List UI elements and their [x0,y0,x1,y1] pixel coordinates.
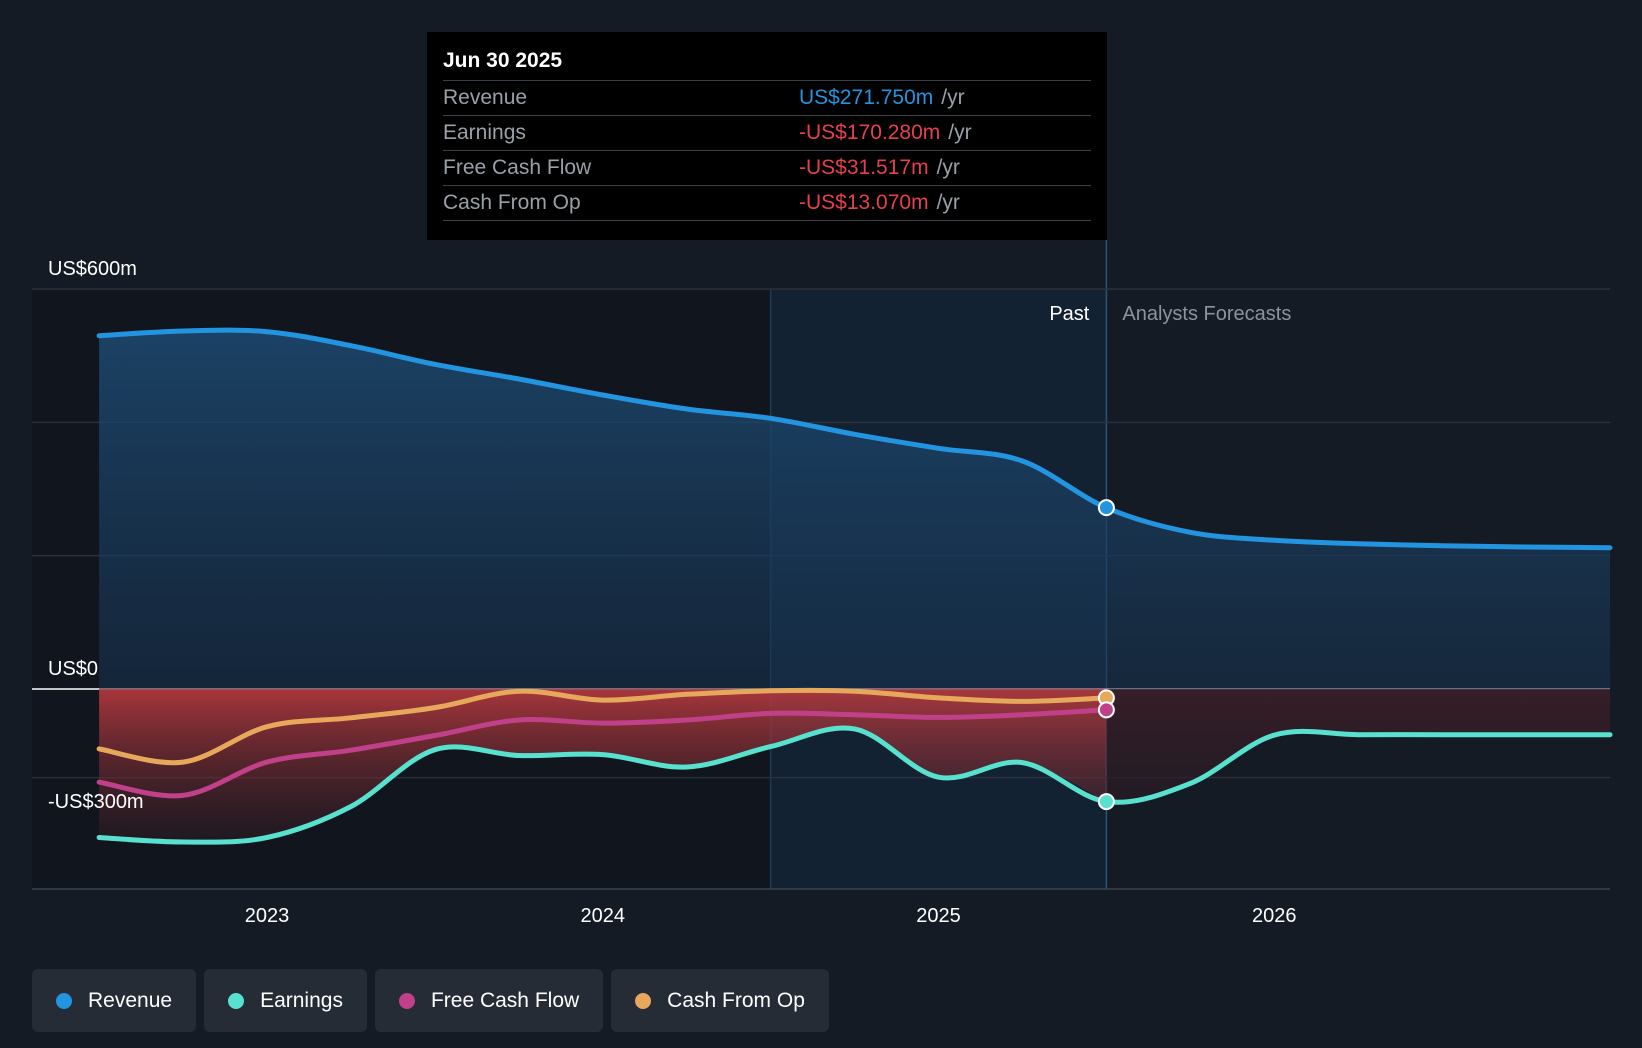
legend-item-free-cash-flow[interactable]: Free Cash Flow [374,969,604,1032]
legend-label: Earnings [260,988,343,1012]
chart-legend: Revenue Earnings Free Cash Flow Cash Fro… [32,969,829,1032]
tooltip-unit: /yr [936,156,960,179]
tooltip-value: -US$170.280m [799,121,941,144]
revenue-area [99,330,1611,689]
tooltip-unit: /yr [936,191,960,214]
legend-item-cash-from-op[interactable]: Cash From Op [611,969,829,1032]
x-tick-label: 2025 [916,905,961,927]
y-tick-label: US$600m [48,258,137,280]
earnings-area-forecast [1106,689,1610,802]
hover-tooltip: Jun 30 2025 Revenue US$271.750m /yr Earn… [427,32,1107,240]
tooltip-row-earnings: Earnings -US$170.280m /yr [443,115,1091,150]
tooltip-value: US$271.750m [799,86,934,109]
cash-from-op-line [96,687,1109,766]
tooltip-label: Free Cash Flow [443,156,592,179]
free-cash-flow-marker [1097,701,1115,719]
legend-label: Revenue [88,988,173,1012]
tooltip-label: Cash From Op [443,191,581,214]
y-tick-label: US$0 [48,658,98,680]
earnings-line [96,725,1613,845]
past-label: Past [1049,303,1089,325]
tooltip-value: -US$31.517m [799,156,929,179]
tooltip-label: Revenue [443,86,528,109]
earnings-marker [1097,793,1115,811]
y-tick-label: -US$300m [48,791,144,813]
legend-dot-icon [56,992,72,1009]
revenue-line [96,327,1613,551]
tooltip-row-cash-from-op: Cash From Op -US$13.070m /yr [443,185,1091,221]
revenue-marker [1097,499,1115,517]
x-tick-label: 2024 [581,905,626,927]
legend-label: Free Cash Flow [430,988,580,1012]
legend-dot-icon [228,992,245,1009]
legend-dot-icon [635,992,652,1009]
tooltip-date: Jun 30 2025 [443,49,563,72]
legend-dot-icon [398,992,415,1009]
free-cash-flow-line [96,707,1109,799]
x-tick-label: 2023 [245,905,290,927]
x-tick-label: 2026 [1252,905,1297,927]
tooltip-row-revenue: Revenue US$271.750m /yr [443,80,1091,115]
legend-item-revenue[interactable]: Revenue [32,969,197,1032]
legend-item-earnings[interactable]: Earnings [204,969,367,1032]
forecast-label: Analysts Forecasts [1122,303,1291,325]
tooltip-value: -US$13.070m [799,191,929,214]
tooltip-unit: /yr [941,86,965,109]
tooltip-label: Earnings [443,121,526,144]
legend-label: Cash From Op [667,988,805,1012]
tooltip-unit: /yr [948,121,972,144]
tooltip-row-free-cash-flow: Free Cash Flow -US$31.517m /yr [443,150,1091,185]
